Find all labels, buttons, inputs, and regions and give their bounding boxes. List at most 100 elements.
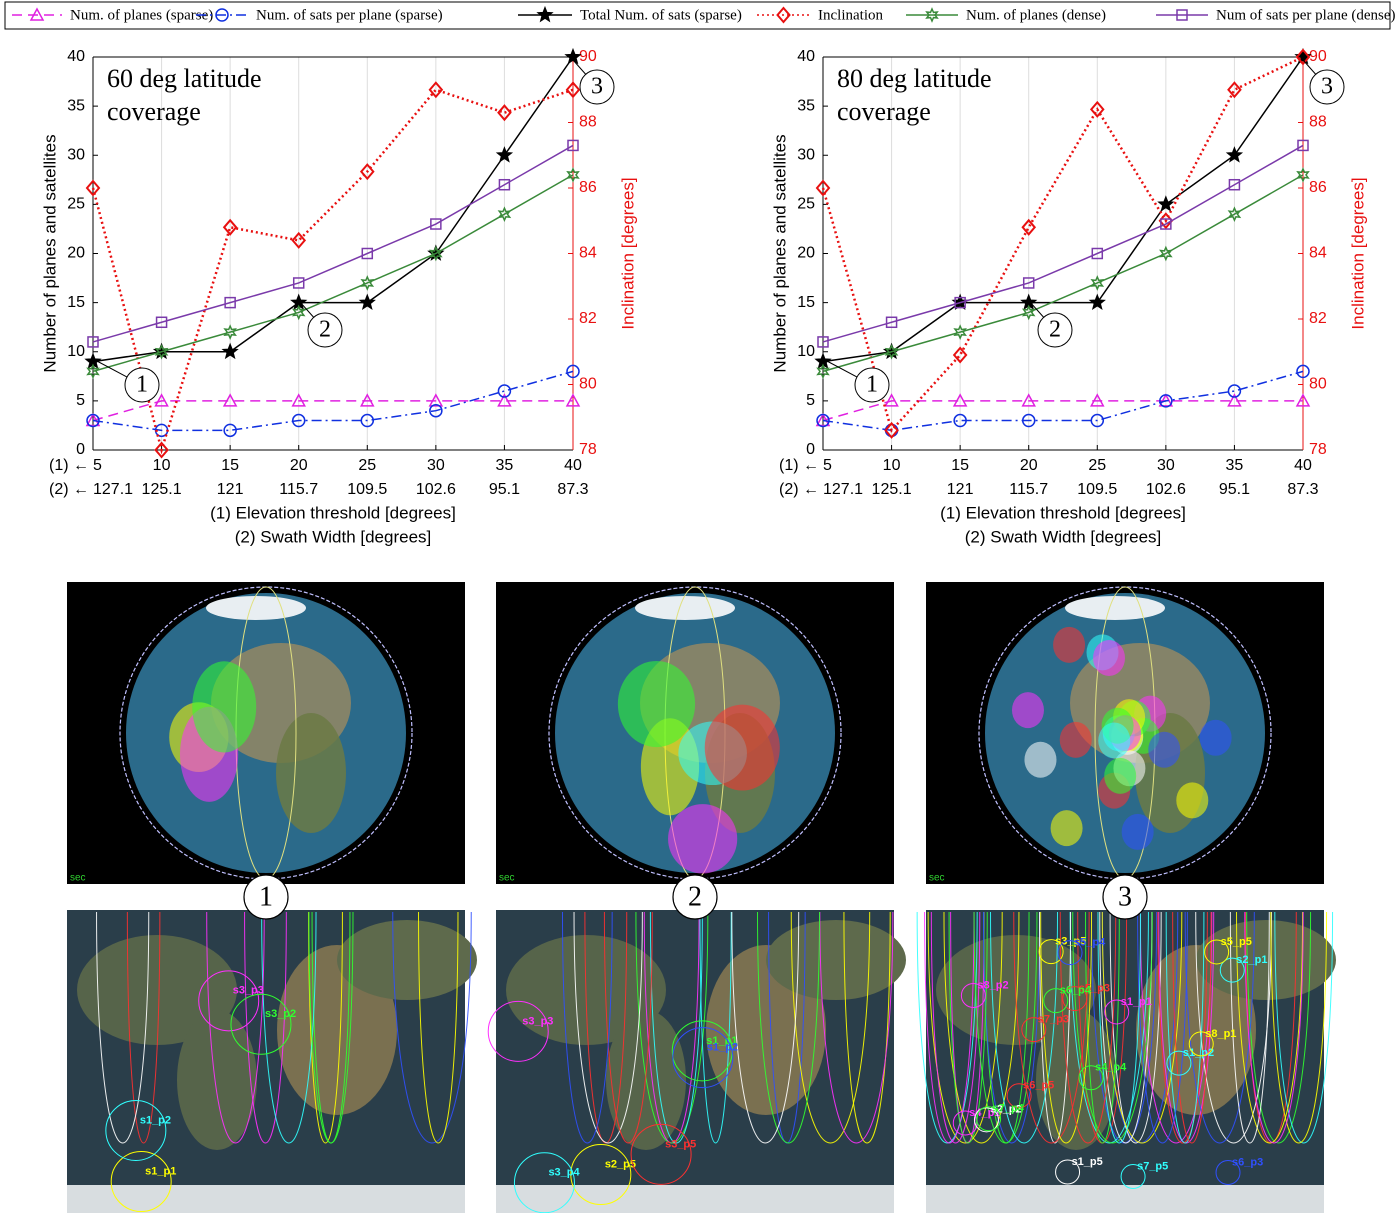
x-tick-label: 5 <box>823 457 832 474</box>
marker <box>566 364 580 379</box>
marker <box>223 423 237 438</box>
footprint <box>1093 639 1126 676</box>
marker <box>885 316 898 329</box>
marker <box>565 81 581 99</box>
marker <box>1227 384 1242 398</box>
sat-footprint <box>1038 939 1064 965</box>
callout-label: 1 <box>866 372 878 398</box>
y2-tick-label: 84 <box>579 245 597 262</box>
marker <box>776 6 791 24</box>
marker <box>1157 195 1175 212</box>
sat-footprint <box>1078 1065 1104 1091</box>
marker <box>1158 393 1174 407</box>
marker <box>1021 413 1036 428</box>
marker <box>86 413 100 428</box>
x2-tick-label: 95.1 <box>489 481 520 498</box>
y-axis-label: Number of planes and satellites <box>40 134 59 372</box>
ground-track <box>1270 911 1328 1144</box>
marker <box>1296 364 1310 379</box>
callout-label: 2 <box>319 317 331 343</box>
x-axis-label: (1) Elevation threshold [degrees] <box>940 503 1186 522</box>
ground-track <box>1040 911 1093 1144</box>
marker <box>221 342 239 360</box>
sat-footprint <box>960 983 986 1009</box>
marker <box>222 393 238 407</box>
marker <box>86 363 100 380</box>
ground-track <box>573 911 643 1144</box>
panel-circle <box>243 874 289 920</box>
x2-tick-label: 121 <box>217 481 244 498</box>
panel-label: 2 <box>688 881 702 912</box>
y2-tick-label: 84 <box>1309 245 1327 262</box>
x-tick-label: 30 <box>1157 457 1175 474</box>
sat-label: s4_p4 <box>1095 1062 1127 1074</box>
series-line <box>92 56 574 363</box>
footprint <box>617 660 696 748</box>
marker <box>360 413 375 428</box>
sat-label: s1_p1 <box>1121 996 1152 1008</box>
x2-tick-label: 95.1 <box>1219 481 1250 498</box>
panel-circle <box>672 874 718 920</box>
marker <box>291 304 306 321</box>
ground-track <box>1099 911 1153 1144</box>
ground-track <box>96 911 150 1144</box>
marker <box>564 47 582 65</box>
annotation: coverage <box>837 97 931 126</box>
x-tick-label: 10 <box>883 457 901 474</box>
footprint <box>1024 741 1057 778</box>
annotation: coverage <box>107 97 201 126</box>
ground-track <box>308 911 343 1144</box>
marker <box>291 231 307 249</box>
sat-footprint <box>487 1000 549 1062</box>
marker <box>816 363 830 380</box>
marker <box>1295 393 1311 407</box>
sat-label: s3_p3 <box>233 985 264 997</box>
y2-tick-label: 88 <box>1309 114 1327 131</box>
marker <box>1225 146 1244 163</box>
marker <box>223 324 237 340</box>
continent <box>276 713 346 833</box>
marker <box>428 393 444 407</box>
x-row-prefix: (1) ← <box>779 457 819 474</box>
sat-footprint <box>1104 999 1130 1025</box>
y2-tick-label: 78 <box>1309 441 1327 458</box>
legend-label: Num. of planes (sparse) <box>70 7 213 23</box>
ground-track <box>948 911 988 1144</box>
marker <box>815 179 831 197</box>
land <box>1036 1010 1116 1150</box>
ground-track <box>1072 911 1153 1144</box>
panel-label: 3 <box>1118 881 1132 912</box>
marker <box>884 343 899 360</box>
y-tick-label: 20 <box>67 245 85 262</box>
ice <box>926 1185 1324 1213</box>
marker <box>497 393 512 407</box>
sat-label: s2_p5 <box>605 1158 636 1170</box>
footprint <box>1050 810 1083 847</box>
y-tick-label: 15 <box>67 294 85 311</box>
footprint <box>668 804 738 874</box>
marker <box>1022 277 1035 289</box>
sat-footprint <box>630 1123 692 1185</box>
ground-track <box>943 911 1020 1144</box>
callout-circle <box>579 69 615 105</box>
marker <box>495 146 514 163</box>
marker <box>360 393 375 407</box>
sat-footprint <box>1120 1164 1146 1190</box>
footprint <box>1104 757 1137 794</box>
series-line <box>822 174 1304 373</box>
marker <box>1296 167 1310 183</box>
ground-track <box>1165 911 1205 1144</box>
x2-tick-label: 121 <box>947 481 974 498</box>
ground-track <box>261 911 317 1144</box>
marker <box>428 81 444 99</box>
y2-tick-label: 90 <box>579 48 597 65</box>
sat-label: s6_p5 <box>1023 1080 1054 1092</box>
series-line <box>821 55 1304 433</box>
marker <box>1090 413 1105 428</box>
y2-tick-label: 82 <box>1309 310 1327 327</box>
marker <box>222 218 238 236</box>
marker <box>1159 245 1173 262</box>
y2-axis-label: Inclination [degrees] <box>1348 177 1367 329</box>
marker <box>497 384 512 398</box>
marker <box>884 421 899 439</box>
